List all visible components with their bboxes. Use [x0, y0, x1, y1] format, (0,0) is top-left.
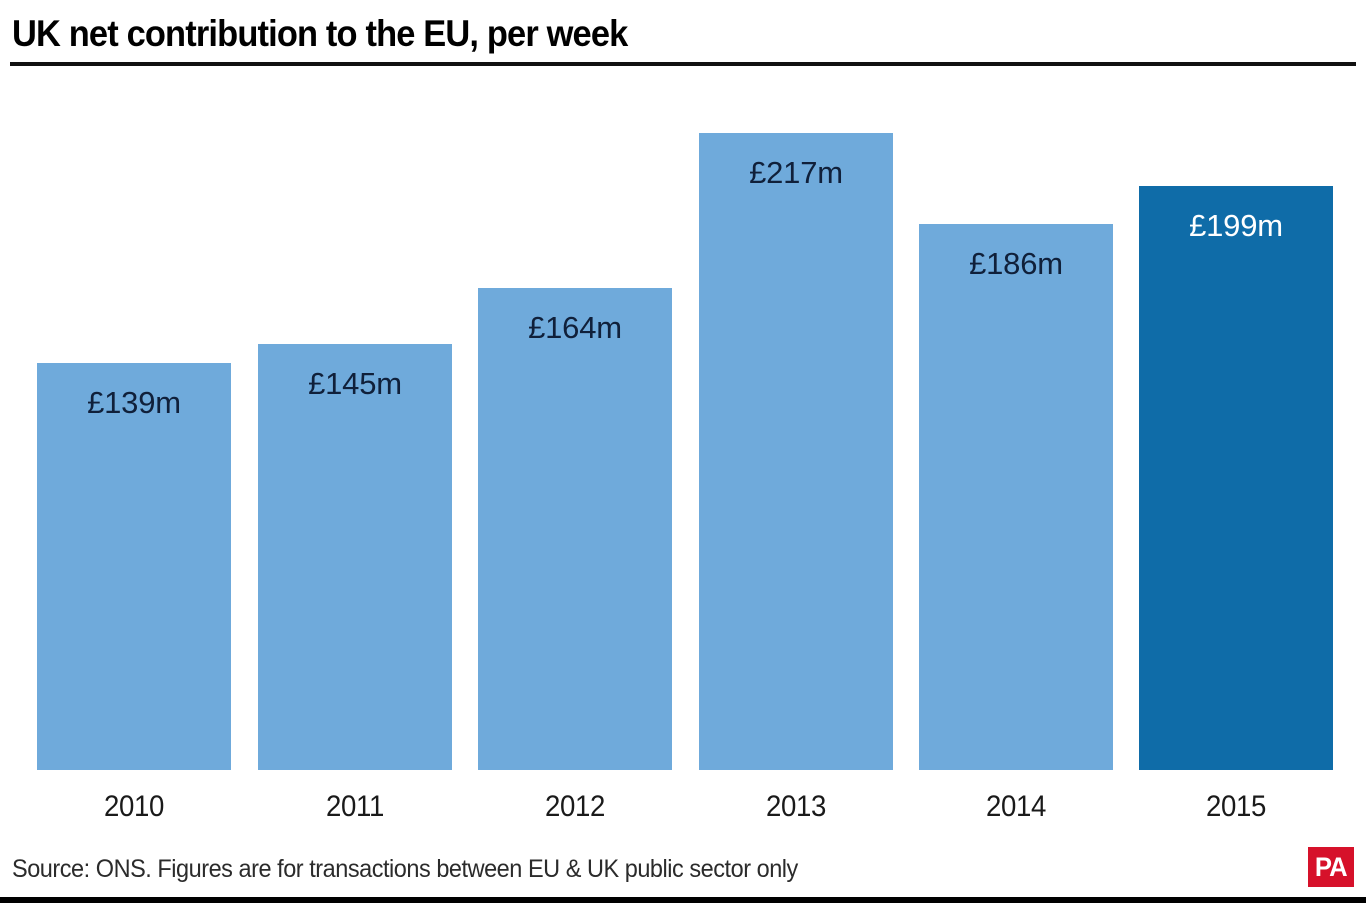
chart-plot-area: £139m £145m £164m £217m £186m £199m 2010 2011 2… — [0, 70, 1366, 823]
x-axis-labels: 2010 2011 2012 2013 2014 2015 — [0, 790, 1366, 850]
source-note: Source: ONS. Figures are for transaction… — [12, 855, 798, 883]
bar-2013[interactable]: £217m — [699, 133, 893, 770]
bar-series: £139m £145m £164m £217m £186m £199m — [0, 70, 1366, 820]
bar-value-label: £145m — [308, 366, 402, 401]
pa-logo-text: PA — [1315, 851, 1348, 882]
x-axis-tick-2014: 2014 — [986, 790, 1046, 823]
chart-header: UK net contribution to the EU, per week — [0, 0, 1366, 70]
page-title: UK net contribution to the EU, per week — [12, 13, 628, 54]
bar-value-label: £164m — [528, 310, 622, 345]
x-axis-tick-2010: 2010 — [104, 790, 164, 823]
x-axis-tick-2013: 2013 — [766, 790, 826, 823]
bar-2010[interactable]: £139m — [37, 363, 231, 770]
bar-value-label: £186m — [969, 246, 1063, 281]
bar-2014[interactable]: £186m — [919, 224, 1113, 770]
bar-value-label: £217m — [749, 155, 843, 190]
bar-2011[interactable]: £145m — [258, 344, 452, 770]
x-axis-tick-2012: 2012 — [545, 790, 605, 823]
pa-logo: PA — [1308, 847, 1354, 887]
x-axis-tick-2011: 2011 — [326, 790, 384, 823]
footer-divider — [0, 897, 1366, 903]
bar-value-label: £199m — [1189, 208, 1283, 243]
bar-2015[interactable]: £199m — [1139, 186, 1333, 770]
bar-2012[interactable]: £164m — [478, 288, 672, 770]
x-axis-tick-2015: 2015 — [1206, 790, 1266, 823]
bar-value-label: £139m — [87, 385, 181, 420]
chart-footer: Source: ONS. Figures are for transaction… — [0, 845, 1366, 911]
title-divider — [10, 62, 1356, 66]
